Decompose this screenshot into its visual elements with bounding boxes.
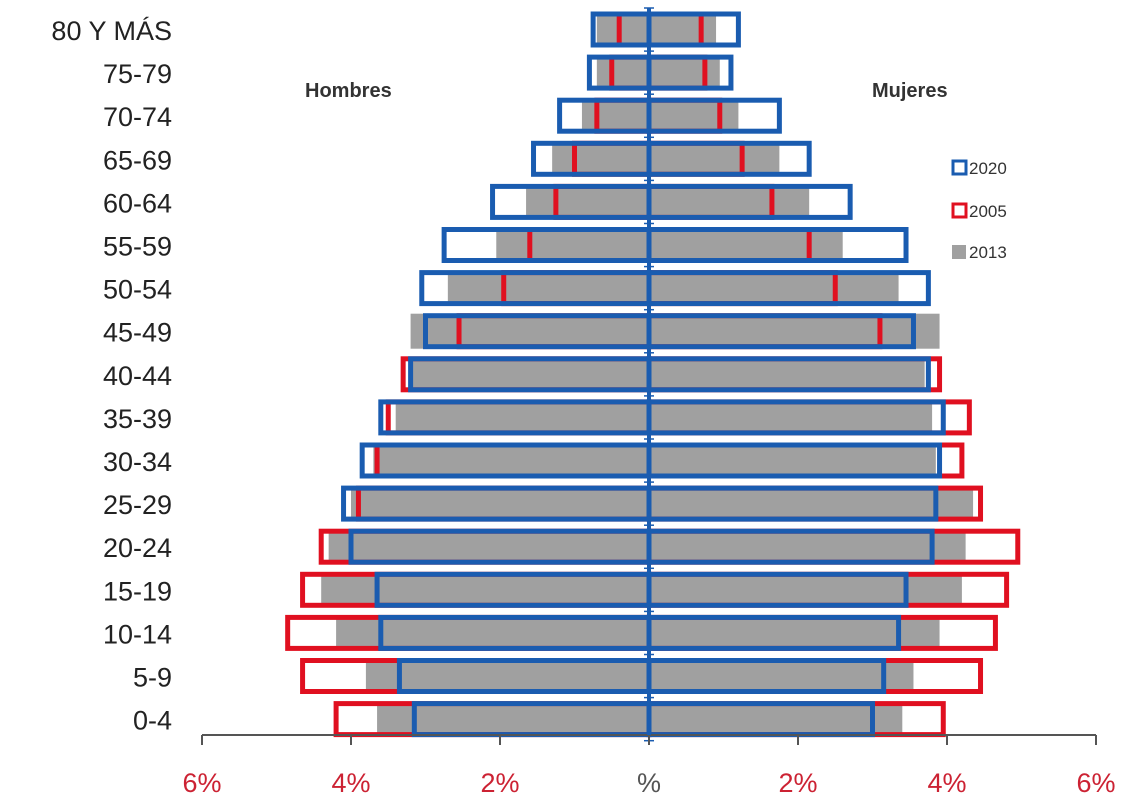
category-label: 15-19 xyxy=(103,576,172,606)
bar-2013-female-60-64 xyxy=(649,184,810,220)
category-label: 45-49 xyxy=(103,318,172,348)
x-tick-label: 2% xyxy=(480,768,519,798)
bar-2013-male-10-14 xyxy=(336,615,649,651)
bar-2013-male-70-74 xyxy=(581,98,649,134)
x-axis: 6% 4% 2%% 2% 4% 6% xyxy=(182,7,1116,798)
bar-2013-female-70-74 xyxy=(649,98,739,134)
bar-2013-male-30-34 xyxy=(373,443,649,478)
x-tick-label: 6% xyxy=(182,768,221,798)
bar-2013-male-5-9 xyxy=(365,658,649,694)
bar-2013-female-15-19 xyxy=(649,572,962,608)
bar-2013-female-40-44 xyxy=(649,356,925,392)
category-label: 65-69 xyxy=(103,145,172,175)
category-label: 5-9 xyxy=(133,663,172,693)
bar-2013-female-25-29 xyxy=(649,486,974,522)
category-label: 60-64 xyxy=(103,188,172,218)
bar-2013-female-20-24 xyxy=(649,529,966,565)
category-label: 75-79 xyxy=(103,59,172,89)
category-label: 50-54 xyxy=(103,275,172,305)
bar-2013-female-35-39 xyxy=(649,399,933,435)
legend-label-2005: 2005 xyxy=(969,202,1007,221)
category-label: 20-24 xyxy=(103,533,172,563)
bar-2013-male-60-64 xyxy=(526,184,649,220)
bar-2013-female-30-34 xyxy=(649,443,936,478)
bar-2013-male-0-4 xyxy=(377,701,649,737)
legend: 2020 2005 2013 xyxy=(951,159,1007,262)
category-label: 10-14 xyxy=(103,619,172,649)
legend-label-2020: 2020 xyxy=(969,159,1007,178)
bar-2013-female-80-y-m-s xyxy=(649,12,717,47)
series-2013-bars xyxy=(321,12,974,737)
bar-2013-female-75-79 xyxy=(649,55,720,91)
x-tick-label: % xyxy=(637,768,661,798)
bar-2013-female-10-14 xyxy=(649,615,940,651)
bar-2013-male-45-49 xyxy=(410,313,649,349)
category-label: 25-29 xyxy=(103,490,172,520)
side-label-right: Mujeres xyxy=(872,80,948,102)
age-group-labels: 80 Y MÁS 75-79 70-74 65-69 60-64 55-59 50-54 45… xyxy=(51,16,172,736)
bar-2013-male-50-54 xyxy=(447,270,649,306)
bar-2013-male-15-19 xyxy=(321,572,649,608)
category-label: 30-34 xyxy=(103,447,172,477)
bar-2013-male-40-44 xyxy=(410,356,649,392)
category-label: 70-74 xyxy=(103,102,172,132)
x-tick-label: 6% xyxy=(1076,768,1115,798)
bar-2013-male-75-79 xyxy=(596,55,649,91)
legend-swatch-2013 xyxy=(952,245,966,259)
legend-swatch-2005 xyxy=(951,202,968,219)
bar-2013-female-55-59 xyxy=(649,227,843,263)
bar-2013-male-55-59 xyxy=(496,227,649,263)
bar-2013-female-45-49 xyxy=(649,313,940,349)
side-label-left: Hombres xyxy=(305,80,392,102)
category-label: 80 Y MÁS xyxy=(51,16,172,46)
bar-2013-female-65-69 xyxy=(649,141,780,177)
bar-2013-male-80-y-m-s xyxy=(596,12,649,47)
x-tick-label: 4% xyxy=(331,768,370,798)
category-label: 55-59 xyxy=(103,232,172,262)
bar-2013-female-50-54 xyxy=(649,270,899,306)
x-tick-label: 2% xyxy=(778,768,817,798)
legend-swatch-2020 xyxy=(951,159,968,176)
category-label: 40-44 xyxy=(103,361,172,391)
category-label: 0-4 xyxy=(133,706,172,736)
legend-label-2013: 2013 xyxy=(969,243,1007,262)
bar-2013-male-25-29 xyxy=(351,486,649,522)
bar-2013-female-5-9 xyxy=(649,658,914,694)
category-label: 35-39 xyxy=(103,404,172,434)
x-tick-label: 4% xyxy=(927,768,966,798)
bar-2013-female-0-4 xyxy=(649,701,903,737)
bar-2013-male-20-24 xyxy=(328,529,649,565)
bar-2013-male-35-39 xyxy=(395,399,649,435)
bar-2013-male-65-69 xyxy=(552,141,649,177)
